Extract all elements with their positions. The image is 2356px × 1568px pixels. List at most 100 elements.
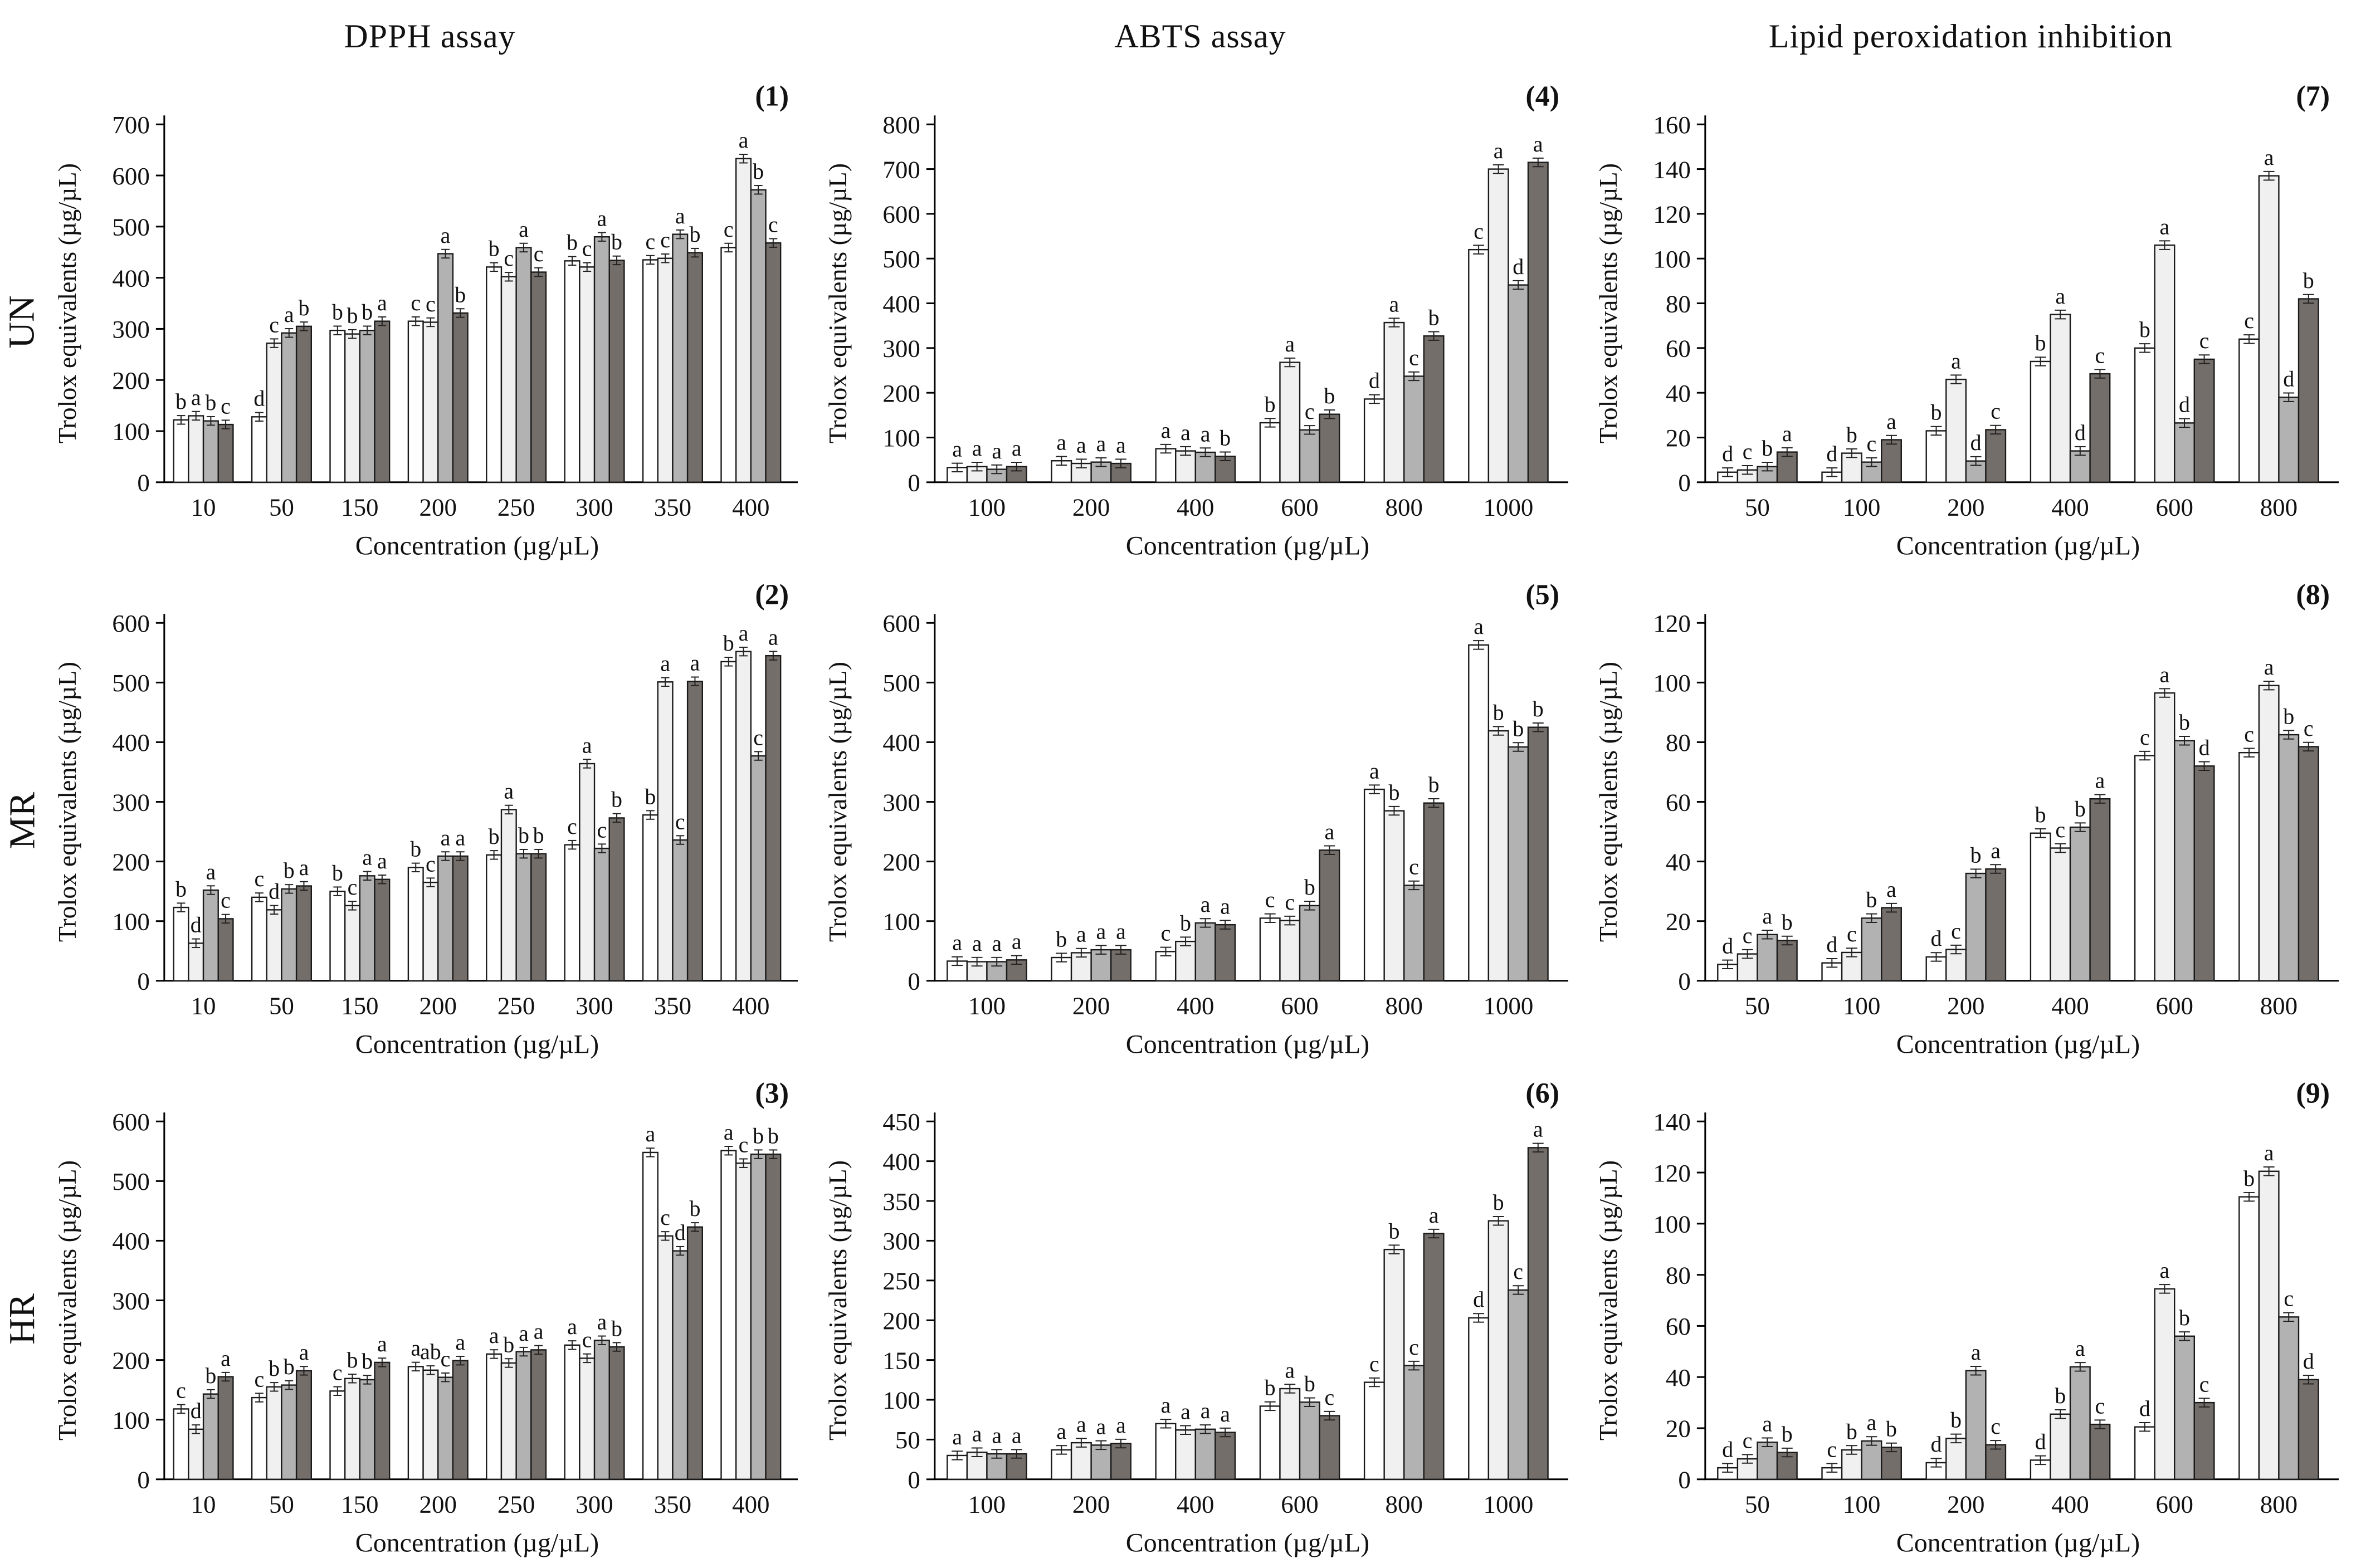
y-tick-label: 400	[882, 1147, 920, 1175]
x-tick-label: 800	[2260, 494, 2298, 521]
sig-letter: c	[1325, 1385, 1335, 1410]
sig-letter: c	[441, 1346, 451, 1371]
x-tick-label: 100	[968, 992, 1006, 1020]
y-axis-title: Trolox equivalents (µg/µL)	[823, 163, 852, 443]
sig-letter: b	[1886, 1416, 1897, 1442]
bar-gray	[1090, 1444, 1112, 1480]
bar-white	[173, 1408, 189, 1480]
sig-letter: d	[2179, 392, 2190, 417]
sig-letter: b	[1846, 422, 1857, 447]
bar-chart-svg: 0 20 40 60 80 100 120 Trolox equivalents (µg/µL…	[1594, 579, 2339, 1059]
bar-white	[2134, 755, 2155, 981]
bar-chart-svg: 0 100 200 300 400 500 600 700 Trolox equivalents…	[53, 80, 798, 561]
x-tick-label: 600	[2156, 494, 2193, 521]
sig-letter: a	[1285, 1357, 1295, 1383]
x-tick-label: 150	[341, 1491, 378, 1518]
sig-letter: d	[1722, 934, 1733, 959]
sig-letter: b	[611, 1316, 622, 1341]
bar-gray	[281, 1384, 297, 1480]
bar-gray	[1757, 1442, 1778, 1480]
x-tick-label: 350	[654, 1491, 691, 1518]
sig-letter: a	[411, 1336, 421, 1361]
sig-letter: d	[1970, 430, 1982, 455]
sig-letter: c	[426, 291, 436, 316]
y-tick-label: 80	[1666, 1261, 1691, 1289]
sig-letter: d	[1826, 932, 1837, 957]
sig-letter: a	[972, 931, 982, 956]
bar-light-gray	[1945, 1438, 1967, 1480]
bar-light-gray	[1279, 362, 1301, 483]
sig-letter: b	[284, 858, 295, 883]
sig-letter: c	[1285, 890, 1295, 915]
bar-white	[720, 661, 737, 981]
y-tick-label: 20	[1666, 424, 1691, 452]
bar-dark-gray	[2193, 1401, 2215, 1480]
x-tick-label: 300	[575, 494, 613, 521]
sig-letter: c	[768, 212, 778, 237]
sig-letter: a	[489, 1323, 499, 1348]
sig-letter: a	[1220, 1401, 1230, 1427]
row-label-un: UN	[0, 72, 45, 571]
y-tick-label: 60	[1666, 1312, 1691, 1340]
y-axis-title: Trolox equivalents (µg/µL)	[53, 662, 81, 942]
sig-letter: d	[1722, 441, 1733, 466]
bar-light-gray	[1383, 321, 1405, 483]
bar-light-gray	[500, 809, 517, 981]
sig-letter: a	[519, 1321, 529, 1346]
bar-dark-gray	[1881, 907, 1902, 981]
bar-white	[407, 1366, 424, 1480]
bar-light-gray	[344, 1378, 361, 1480]
sig-letter: a	[1886, 877, 1896, 902]
bar-light-gray	[2258, 685, 2280, 981]
x-tick-label: 1000	[1483, 1491, 1533, 1518]
sig-letter: a	[299, 1340, 309, 1365]
bar-dark-gray	[1214, 924, 1236, 981]
y-tick-label: 100	[112, 1406, 149, 1434]
panel-label: (8)	[2296, 579, 2330, 610]
bar-gray	[1403, 885, 1425, 981]
y-tick-label: 400	[112, 264, 149, 292]
x-tick-label: 50	[269, 1491, 294, 1518]
column-title-abts: ABTS assay	[1114, 17, 1286, 55]
sig-letter: d	[1930, 1432, 1942, 1457]
sig-letter: a	[284, 302, 294, 327]
bar-dark-gray	[2298, 746, 2319, 981]
y-tick-label: 100	[1653, 669, 1690, 697]
x-tick-label: 250	[497, 494, 535, 521]
y-tick-label: 60	[1666, 335, 1691, 363]
sig-letter: b	[753, 159, 764, 184]
sig-letter: d	[2075, 420, 2086, 445]
sig-letter: b	[533, 823, 544, 848]
y-tick-label: 20	[1666, 907, 1691, 935]
sig-letter: a	[2160, 662, 2170, 687]
bar-white	[251, 896, 267, 981]
sig-letter: c	[221, 888, 231, 913]
bar-light-gray	[266, 909, 282, 981]
x-tick-label: 200	[1072, 992, 1110, 1020]
x-axis-title: Concentration (µg/µL)	[1896, 1030, 2140, 1059]
sig-letter: c	[1743, 923, 1753, 948]
column-title-lipid: Lipid peroxidation inhibition	[1768, 17, 2173, 55]
sig-letter: a	[952, 930, 962, 955]
y-tick-label: 120	[1653, 201, 1690, 228]
sig-letter: a	[1782, 421, 1792, 446]
sig-letter: a	[455, 1330, 465, 1355]
bar-gray	[593, 847, 610, 981]
sig-letter: a	[1181, 1399, 1191, 1424]
bar-dark-gray	[1776, 451, 1798, 483]
bar-dark-gray	[608, 1346, 625, 1480]
y-tick-label: 250	[882, 1267, 920, 1295]
panel-label: (7)	[2296, 80, 2330, 112]
sig-letter: a	[972, 436, 982, 461]
x-tick-label: 200	[1072, 1491, 1110, 1518]
y-tick-label: 500	[882, 669, 920, 697]
bar-dark-gray	[1527, 726, 1549, 981]
sig-letter: a	[739, 128, 749, 153]
sig-letter: b	[332, 299, 343, 324]
sig-letter: d	[1826, 441, 1837, 466]
sig-letter: a	[1012, 1423, 1022, 1448]
sig-letter: b	[1428, 772, 1440, 797]
bar-white	[2030, 832, 2051, 981]
sig-letter: b	[1762, 436, 1773, 461]
x-tick-label: 200	[420, 1491, 457, 1518]
